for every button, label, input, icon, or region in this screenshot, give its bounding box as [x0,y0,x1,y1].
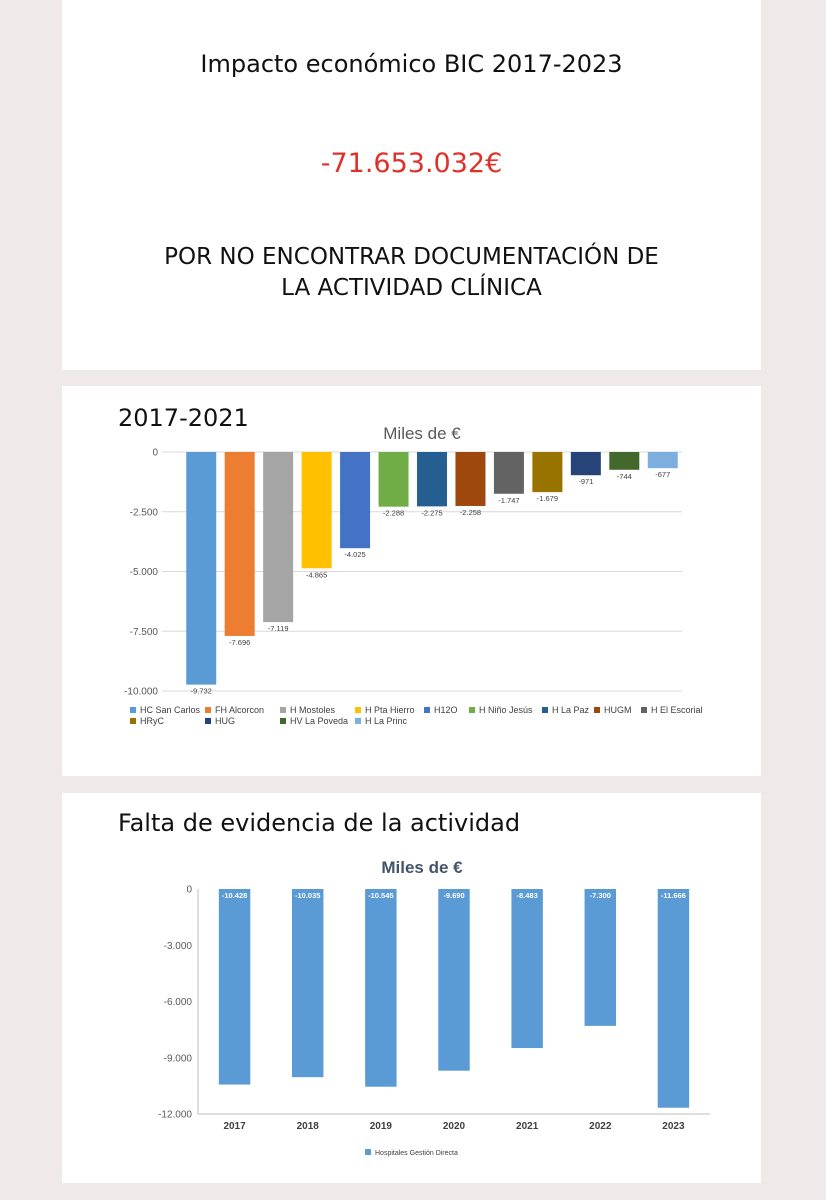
chart1-legend-label: H Pta Hierro [365,705,415,715]
chart1-legend-swatch [542,707,548,713]
chart1-bar [417,452,447,507]
summary-message-line2: LA ACTIVIDAD CLÍNICA [281,275,542,301]
chart2-data-label: -10.428 [222,891,247,900]
yearly-bar-chart: Miles de € 0 -3.000 -6.000 -9.000 -12.000 -10.… [158,858,710,1157]
chart1-ytick-label: -2.500 [130,507,159,518]
chart1-bar [186,452,217,685]
yearly-chart-card: Falta de evidencia de la actividad Miles… [62,793,761,1183]
chart1-data-label: -2.275 [421,508,442,517]
chart1-bar [263,452,294,623]
chart1-data-label: -4.865 [306,570,327,579]
chart2-ytick-label: -9.000 [164,1053,193,1064]
chart1-legend-label: H La Paz [552,705,590,715]
chart1-legend-label: H Niño Jesús [479,705,533,715]
chart2-data-label: -9.690 [443,891,464,900]
chart2-data-label: -10.035 [295,891,320,900]
chart2-xtick-label: 2019 [370,1121,393,1132]
chart1-title: Miles de € [383,424,461,443]
chart1-bar [224,452,255,636]
summary-card: Impacto económico BIC 2017-2023 -71.653.… [62,0,761,370]
chart2-legend-swatch [365,1149,371,1155]
summary-amount: -71.653.032€ [320,148,503,179]
chart1-data-label: -677 [655,470,670,479]
chart1-legend-swatch [280,718,286,724]
chart2-bar [218,889,251,1085]
chart1-bar [493,452,524,494]
section-heading-evidence: Falta de evidencia de la actividad [118,809,521,837]
chart1-ytick-label: -5.000 [130,567,159,578]
chart2-bar [365,889,397,1087]
chart2-xtick-label: 2021 [516,1121,539,1132]
chart2-ytick-label: -12.000 [158,1110,192,1121]
chart1-legend-swatch [355,718,361,724]
chart1-data-label: -1.679 [537,494,558,503]
chart2-data-label: -8.483 [517,891,538,900]
chart1-legend-swatch [280,707,286,713]
chart2-title: Miles de € [381,858,463,877]
summary-message-line1: POR NO ENCONTRAR DOCUMENTACIÓN DE [164,244,659,270]
chart2-xtick-label: 2022 [589,1121,612,1132]
chart1-ytick-label: 0 [152,448,158,459]
chart1-legend-label: HC San Carlos [140,705,201,715]
chart1-legend-swatch [205,718,211,724]
chart2-xtick-label: 2023 [662,1121,685,1132]
chart2-bar [511,889,543,1049]
chart1-legend-swatch [424,707,430,713]
chart2-data-label: -10.545 [368,891,393,900]
chart1-bar [570,452,601,476]
chart1-legend-label: HUGM [604,705,632,715]
chart1-legend-swatch [355,707,361,713]
chart2-ytick-label: -6.000 [164,997,193,1008]
chart1-legend-label: HUG [215,716,235,726]
chart2-xtick-label: 2018 [297,1121,320,1132]
section-heading-2017-2021: 2017-2021 [118,404,249,432]
chart2-bar [584,889,617,1026]
hospital-chart-card: 2017-2021 Miles de € 0 -2.500 -5.000 -7.500 -… [62,386,761,776]
chart1-bar [301,452,332,569]
chart1-bar [532,452,563,493]
chart1-bar [609,452,640,470]
chart2-xtick-label: 2017 [223,1121,246,1132]
chart1-ytick-label: -7.500 [130,627,159,638]
chart1-legend-swatch [641,707,647,713]
chart2-xtick-label: 2020 [443,1121,466,1132]
chart2-ytick-label: -3.000 [164,941,193,952]
chart1-legend-swatch [130,718,136,724]
chart1-bar [340,452,371,549]
chart1-legend-swatch [469,707,475,713]
chart1-data-label: -1.747 [498,496,519,505]
chart2-bar [438,889,470,1071]
chart1-data-label: -2.288 [383,509,404,518]
chart1-legend-label: HV La Poveda [290,716,348,726]
chart1-data-label: -2.258 [460,508,481,517]
chart2-data-label: -11.666 [661,891,686,900]
chart1-legend-label: HRyC [140,716,164,726]
chart1-legend-label: H Mostoles [290,705,336,715]
summary-title: Impacto económico BIC 2017-2023 [200,50,623,78]
chart1-data-label: -4.025 [344,550,365,559]
chart1-data-label: -971 [578,477,593,486]
chart1-data-label: -7.696 [229,638,250,647]
chart2-bar [657,889,690,1108]
chart1-legend-swatch [205,707,211,713]
chart1-legend-label: H El Escorial [651,705,703,715]
chart1-data-label: -7.119 [268,624,289,633]
chart1-legend-swatch [130,707,136,713]
chart2-legend-label: Hospitales Gestión Directa [375,1150,458,1157]
chart2-bar [291,889,324,1078]
hospital-bar-chart: Miles de € 0 -2.500 -5.000 -7.500 -10.000 -9.7… [124,424,703,726]
chart2-data-label: -7.300 [590,891,611,900]
chart1-legend-label: H12O [434,705,458,715]
chart1-bar [647,452,678,469]
chart1-ytick-label: -10.000 [124,687,158,698]
summary-message: POR NO ENCONTRAR DOCUMENTACIÓN DE LA ACT… [62,242,761,304]
chart1-bar [455,452,486,506]
chart2-ytick-label: 0 [186,885,192,896]
chart1-data-label: -744 [617,472,632,481]
chart1-bar [378,452,409,507]
chart1-data-label: -9.732 [191,687,212,696]
chart1-legend-label: FH Alcorcon [215,705,264,715]
chart1-legend-label: H La Princ [365,716,408,726]
chart1-legend-swatch [594,707,600,713]
